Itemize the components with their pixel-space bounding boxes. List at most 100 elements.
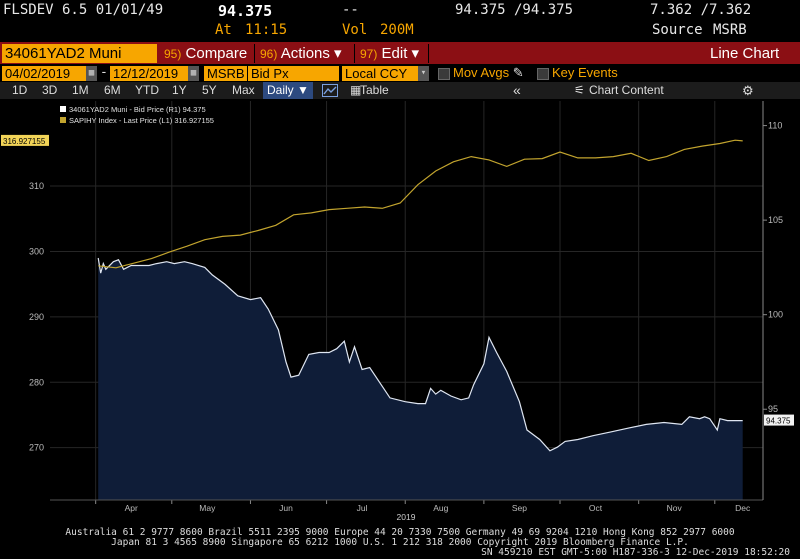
chart-content-icon[interactable]: ⚟	[574, 83, 585, 97]
last-value-tag-bid-price-bg	[764, 414, 794, 426]
divider	[428, 44, 429, 63]
left-axis-tick-label: 290	[29, 312, 44, 322]
gear-icon[interactable]: ⚙	[742, 83, 754, 98]
source-value: MSRB	[713, 22, 747, 38]
series-line-bid-price	[97, 257, 743, 452]
x-axis-tick-label: Jul	[357, 503, 368, 513]
footer-session-info: SN 459210 EST GMT-5:00 H187-336-3 12-Dec…	[481, 547, 790, 558]
legend-name-bid-price: 34061YAD2 Muni - Bid Price (R1)	[69, 105, 181, 114]
last-price: 94.375	[218, 2, 273, 20]
legend-label-bid-price: 34061YAD2 Muni - Bid Price (R1) 94.375	[69, 105, 206, 114]
collapse-icon[interactable]: «	[513, 82, 521, 98]
key-events-checkbox[interactable]	[537, 68, 549, 80]
series-area-bid-price	[98, 258, 743, 500]
divider	[354, 44, 355, 63]
compare-number: 95)	[164, 47, 182, 61]
series-line-sapihy	[98, 139, 743, 269]
mov-avgs-checkbox[interactable]	[438, 68, 450, 80]
last-value-tag-sapihy: 316.927155	[1, 134, 49, 146]
calendar-icon[interactable]: ▦	[188, 66, 199, 81]
last-value-tag-bid-price: 94.375	[764, 414, 794, 426]
start-date-field[interactable]: 04/02/2019	[2, 66, 87, 81]
last-value-tag-sapihy-bg	[1, 134, 49, 146]
end-date-field[interactable]: 12/12/2019	[110, 66, 189, 81]
source-label: Source	[652, 22, 703, 38]
mov-avgs-text: Mov Avgs	[453, 65, 510, 80]
footer-phone-line-2: Japan 81 3 4565 8900 Singapore 65 6212 1…	[111, 537, 689, 548]
actions-button[interactable]: 96) Actions ▾	[260, 44, 342, 63]
period-1y[interactable]: 1Y	[172, 83, 187, 97]
bid-ask: 94.375 /94.375	[455, 2, 574, 18]
actions-number: 96)	[260, 47, 278, 61]
left-axis-tick-label: 270	[29, 443, 44, 453]
legend-swatch-bid-price	[60, 106, 66, 112]
right-axis-tick-label: 100	[768, 310, 783, 320]
edit-number: 97)	[360, 47, 378, 61]
mov-avgs-label: Mov Avgs ✎	[453, 64, 524, 82]
volume-label: Vol	[342, 22, 368, 38]
right-axis-tick-label: 110	[768, 121, 782, 131]
currency-selector[interactable]: Local CCY	[342, 66, 419, 81]
actions-label: Actions ▾	[280, 45, 342, 62]
edit-button[interactable]: 97) Edit ▾	[360, 44, 419, 63]
volume-value: 200M	[380, 22, 414, 38]
period-1d[interactable]: 1D	[12, 83, 28, 97]
edit-label: Edit ▾	[381, 45, 420, 62]
legend-swatch-sapihy	[60, 117, 66, 123]
x-axis-tick-label: May	[199, 503, 216, 513]
period-6m[interactable]: 6M	[104, 83, 121, 97]
left-axis-tick-label: 300	[29, 246, 44, 256]
footer-phone-line-1: Australia 61 2 9777 8600 Brazil 5511 239…	[65, 527, 735, 538]
right-axis-tick-label: 105	[768, 215, 783, 225]
field-selector[interactable]: Bid Px	[248, 66, 339, 81]
security-id-field[interactable]: 34061YAD2 Muni	[2, 44, 157, 63]
period-1m[interactable]: 1M	[72, 83, 89, 97]
x-axis-tick-label: Dec	[735, 503, 751, 513]
table-icon[interactable]: ▦	[350, 83, 362, 97]
at-label: At	[215, 22, 232, 38]
frequency-dropdown[interactable]: Daily ▼	[263, 82, 313, 99]
line-chart-icon[interactable]	[322, 82, 342, 99]
x-axis-tick-label: Jun	[279, 503, 293, 513]
date-separator: -	[100, 65, 108, 80]
last-value-tag-sapihy-text: 316.927155	[3, 137, 46, 146]
price-change: --	[342, 2, 359, 18]
compare-button[interactable]: 95) Compare	[164, 44, 247, 63]
period-5y[interactable]: 5Y	[202, 83, 217, 97]
left-axis-tick-label: 310	[29, 181, 44, 191]
x-axis-tick-label: Sep	[512, 503, 527, 513]
x-axis-tick-label: Oct	[589, 503, 603, 513]
legend-value-sapihy: 316.927155	[174, 116, 214, 125]
pencil-icon[interactable]: ✎	[512, 65, 524, 80]
key-events-label: Key Events	[552, 65, 618, 80]
table-button[interactable]: Table	[360, 83, 389, 97]
left-axis-tick-label: 280	[29, 377, 44, 387]
period-ytd[interactable]: YTD	[135, 83, 159, 97]
period-max[interactable]: Max	[232, 83, 255, 97]
period-3d[interactable]: 3D	[42, 83, 58, 97]
security-name: FLSDEV 6.5 01/01/49	[3, 2, 164, 18]
legend-value-bid-price: 94.375	[183, 105, 206, 114]
legend-name-sapihy: SAPIHY Index - Last Price (L1)	[69, 116, 173, 125]
view-title: Line Chart	[710, 45, 780, 62]
divider	[254, 44, 255, 63]
legend-label-sapihy: SAPIHY Index - Last Price (L1) 316.92715…	[69, 116, 214, 125]
axis-ticks: 270 280 290 300 310 95 100 105 110 Apr May Jun Jul Au…	[29, 121, 783, 513]
x-axis-year-label: 2019	[397, 512, 416, 522]
line-chart: 270 280 290 300 310 95 100 105 110 Apr May Jun Jul Au…	[0, 99, 800, 523]
trade-time: 11:15	[245, 22, 288, 38]
x-axis-tick-label: Apr	[125, 503, 138, 513]
right-axis-tick-label: 95	[768, 404, 778, 414]
bid-ask-yield: 7.362 /7.362	[650, 2, 752, 18]
compare-label: Compare	[185, 45, 248, 62]
calendar-icon[interactable]: ▦	[86, 66, 97, 81]
line-chart-icon-svg	[322, 84, 338, 97]
x-axis-tick-label: Aug	[433, 503, 448, 513]
dropdown-arrow-icon[interactable]: ▾	[418, 66, 429, 81]
last-value-tag-bid-price-text: 94.375	[766, 417, 791, 426]
pricing-source-field[interactable]: MSRB	[204, 66, 247, 81]
toolbar	[0, 82, 800, 99]
function-bar	[0, 42, 800, 64]
x-axis-tick-label: Nov	[667, 503, 683, 513]
chart-content-button[interactable]: Chart Content	[589, 83, 664, 97]
